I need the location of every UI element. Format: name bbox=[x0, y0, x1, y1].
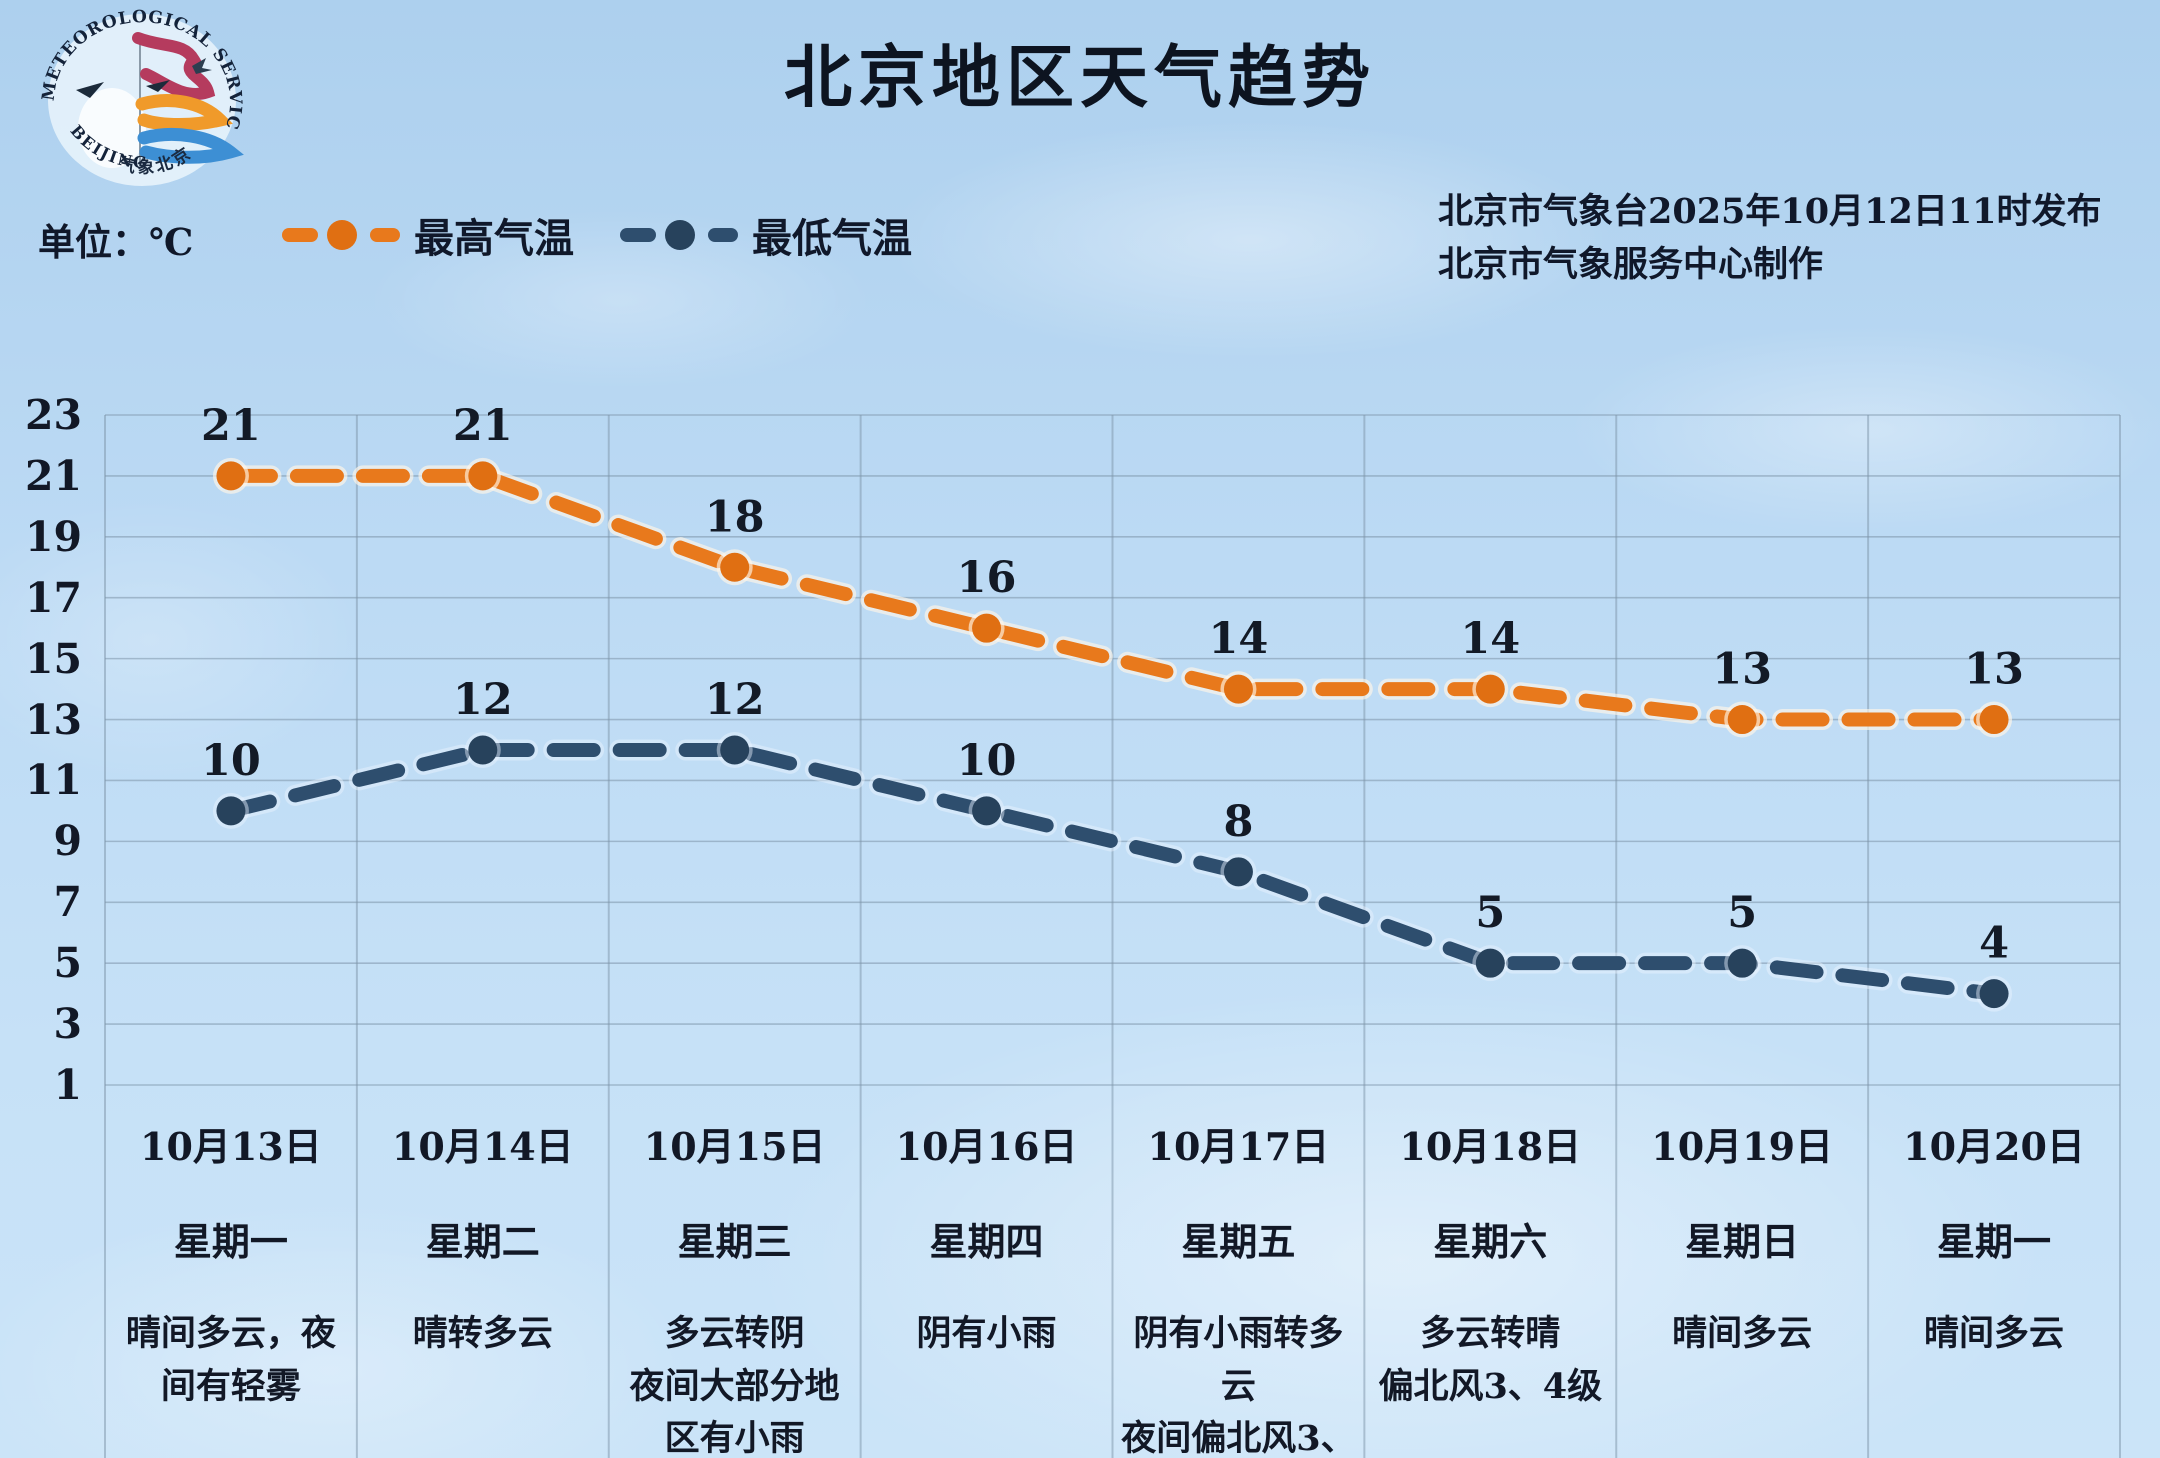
y-tick-label: 9 bbox=[53, 817, 82, 866]
legend-item-low-temp: 最低气温 bbox=[620, 206, 912, 264]
legend-label-low: 最低气温 bbox=[752, 215, 912, 262]
y-tick-label: 3 bbox=[53, 1000, 82, 1049]
data-point-最低气温-10月20日 bbox=[1979, 979, 2009, 1009]
logo-bird-icon bbox=[146, 80, 170, 92]
day-weather: 晴间多云 bbox=[1672, 1313, 1813, 1354]
day-date: 10月15日 bbox=[643, 1124, 826, 1169]
day-column-10月18日: 10月18日 星期六多云转晴 偏北风3、4级 bbox=[1364, 1096, 1616, 1456]
value-label: 18 bbox=[705, 492, 765, 542]
day-date: 10月17日 bbox=[1147, 1124, 1330, 1169]
data-point-最高气温-10月15日 bbox=[720, 552, 750, 582]
y-tick-label: 11 bbox=[24, 756, 82, 805]
logo-plane-icon bbox=[192, 58, 212, 74]
y-tick-label: 5 bbox=[53, 939, 82, 988]
day-weekday: 星期三 bbox=[677, 1219, 792, 1264]
day-weekday: 星期五 bbox=[1181, 1219, 1296, 1264]
day-weather: 晴间多云，夜间有轻雾 bbox=[125, 1313, 336, 1407]
day-weather: 阴有小雨转多云 夜间偏北风3、4级 bbox=[1121, 1313, 1356, 1458]
day-date: 10月20日 bbox=[1903, 1124, 2085, 1169]
y-tick-label: 23 bbox=[24, 391, 82, 439]
legend-item-high-temp: 最高气温 bbox=[282, 206, 574, 264]
logo-bird-icon bbox=[76, 82, 104, 98]
logo-blue-swoosh bbox=[137, 127, 244, 164]
value-label: 12 bbox=[453, 675, 513, 725]
logo-red-swoosh bbox=[132, 32, 216, 100]
day-weekday: 星期一 bbox=[1937, 1219, 2052, 1264]
data-point-最高气温-10月13日 bbox=[216, 461, 246, 491]
day-weekday: 星期四 bbox=[929, 1219, 1044, 1264]
issue-line-2: 北京市气象服务中心制作 bbox=[1438, 243, 1824, 285]
data-point-最低气温-10月18日 bbox=[1475, 948, 1505, 978]
data-point-最低气温-10月17日 bbox=[1223, 857, 1253, 887]
y-tick-label: 1 bbox=[53, 1061, 82, 1109]
value-label: 5 bbox=[1475, 888, 1505, 938]
beijing-meteorological-service-logo: METEOROLOGICAL SERVICE BEIJING 气象北京 bbox=[34, 8, 244, 186]
value-label: 21 bbox=[453, 401, 513, 451]
value-label: 12 bbox=[705, 675, 765, 725]
day-weather: 晴转多云 bbox=[412, 1313, 553, 1354]
data-point-最低气温-10月15日 bbox=[720, 735, 750, 765]
y-tick-label: 7 bbox=[53, 878, 82, 927]
day-date: 10月13日 bbox=[140, 1124, 322, 1169]
data-point-最高气温-10月18日 bbox=[1475, 674, 1505, 704]
chart-legend: 最高气温 最低气温 bbox=[282, 206, 912, 264]
value-label: 14 bbox=[1209, 614, 1269, 664]
page-title: 北京地区天气趋势 bbox=[783, 38, 1376, 118]
value-label: 10 bbox=[201, 736, 261, 786]
low-temp-line-icon bbox=[620, 220, 738, 250]
day-date: 10月19日 bbox=[1651, 1124, 1834, 1169]
day-column-10月13日: 10月13日 星期一晴间多云，夜间有轻雾 bbox=[105, 1096, 357, 1456]
data-point-最高气温-10月17日 bbox=[1223, 674, 1253, 704]
day-weekday: 星期一 bbox=[173, 1219, 288, 1264]
day-weather: 阴有小雨 bbox=[916, 1313, 1057, 1354]
day-date: 10月16日 bbox=[895, 1124, 1078, 1169]
day-column-10月19日: 10月19日 星期日晴间多云 bbox=[1616, 1096, 1868, 1456]
data-point-最高气温-10月19日 bbox=[1727, 705, 1757, 735]
value-label: 16 bbox=[957, 553, 1017, 603]
value-label: 8 bbox=[1223, 797, 1253, 847]
y-tick-label: 15 bbox=[24, 634, 82, 683]
y-tick-label: 17 bbox=[24, 573, 82, 622]
day-date: 10月14日 bbox=[391, 1124, 574, 1169]
data-point-最低气温-10月16日 bbox=[972, 796, 1002, 826]
data-point-最低气温-10月13日 bbox=[216, 796, 246, 826]
issue-info: 北京市气象台2025年10月12日11时发布 北京市气象服务中心制作 bbox=[1438, 186, 2148, 291]
high-temp-line-icon bbox=[282, 220, 400, 250]
day-column-10月16日: 10月16日 星期四阴有小雨 bbox=[861, 1096, 1113, 1456]
day-column-10月20日: 10月20日 星期一晴间多云 bbox=[1868, 1096, 2120, 1456]
day-column-10月14日: 10月14日 星期二晴转多云 bbox=[357, 1096, 609, 1456]
day-weather: 晴间多云 bbox=[1924, 1313, 2065, 1354]
data-point-最高气温-10月14日 bbox=[468, 461, 498, 491]
day-weekday: 星期二 bbox=[425, 1219, 540, 1264]
value-label: 5 bbox=[1727, 888, 1757, 938]
value-label: 4 bbox=[1979, 919, 2009, 969]
day-weather: 多云转晴 偏北风3、4级 bbox=[1378, 1313, 1603, 1407]
y-tick-label: 13 bbox=[24, 695, 82, 744]
value-label: 13 bbox=[1964, 645, 2024, 695]
data-point-最低气温-10月19日 bbox=[1727, 948, 1757, 978]
legend-label-high: 最高气温 bbox=[414, 215, 574, 262]
value-label: 14 bbox=[1460, 614, 1520, 664]
issue-line-1: 北京市气象台2025年10月12日11时发布 bbox=[1438, 191, 2102, 232]
unit-label: 单位：℃ bbox=[38, 220, 194, 264]
day-column-10月15日: 10月15日 星期三多云转阴 夜间大部分地区有小雨 bbox=[609, 1096, 861, 1458]
y-tick-label: 21 bbox=[24, 451, 82, 500]
data-point-最高气温-10月20日 bbox=[1979, 705, 2009, 735]
day-weather: 多云转阴 夜间大部分地区有小雨 bbox=[629, 1313, 840, 1458]
y-tick-label: 19 bbox=[24, 512, 82, 561]
data-point-最高气温-10月16日 bbox=[972, 613, 1002, 643]
day-date: 10月18日 bbox=[1399, 1124, 1582, 1169]
logo-orange-swoosh bbox=[135, 94, 233, 131]
value-label: 13 bbox=[1712, 645, 1772, 695]
day-weekday: 星期六 bbox=[1433, 1219, 1548, 1264]
value-label: 21 bbox=[201, 401, 261, 451]
value-label: 10 bbox=[957, 736, 1017, 786]
data-point-最低气温-10月14日 bbox=[468, 735, 498, 765]
day-weekday: 星期日 bbox=[1685, 1219, 1800, 1264]
